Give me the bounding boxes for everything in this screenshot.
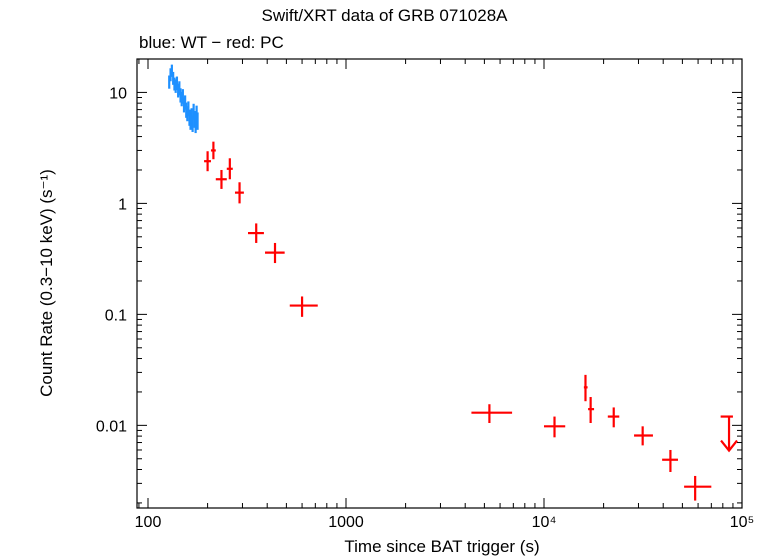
data-point: [607, 407, 620, 428]
y-axis-label: Count Rate (0.3−10 keV) (s⁻¹): [37, 169, 56, 397]
series-wt: [168, 64, 199, 134]
x-tick-label: 10⁴: [532, 514, 557, 531]
data-point: [196, 112, 199, 130]
x-tick-label: 100: [135, 514, 162, 531]
x-tick-label: 10⁵: [730, 514, 754, 531]
data-point: [175, 76, 179, 91]
data-point: [210, 141, 216, 160]
data-point: [543, 416, 566, 438]
data-point: [248, 223, 264, 243]
data-point: [178, 81, 181, 96]
data-point: [289, 296, 318, 317]
upper-limit-point: [720, 415, 738, 453]
plot-frame: [136, 58, 743, 509]
y-tick-label: 10: [109, 85, 127, 102]
data-point: [226, 158, 233, 180]
data-point: [184, 95, 187, 110]
y-tick-label: 1: [118, 196, 127, 213]
axis-ticks: 100 1000 10⁴ 10⁵ 0.01 0.1 1 10: [96, 58, 754, 531]
axes: [136, 58, 743, 509]
x-tick-label: 1000: [328, 514, 364, 531]
data-point: [170, 64, 173, 77]
chart-title: Swift/XRT data of GRB 071028A: [261, 6, 508, 25]
data-point: [662, 449, 678, 472]
data-point: [215, 169, 227, 189]
series-pc-upper-limit: [720, 415, 738, 453]
data-point: [168, 75, 171, 89]
data-point: [181, 89, 184, 104]
data-point: [583, 374, 588, 402]
data-point: [471, 404, 513, 423]
data-point: [684, 475, 712, 501]
data-point: [204, 151, 211, 172]
series-pc: [204, 141, 712, 501]
data-point: [588, 397, 595, 423]
data-points: [168, 64, 738, 501]
data-point: [265, 242, 285, 264]
data-point: [634, 426, 653, 446]
y-tick-label: 0.1: [105, 307, 127, 324]
upper-limit-arrowhead: [720, 439, 738, 453]
chart-subtitle: blue: WT − red: PC: [139, 33, 284, 52]
y-tick-label: 0.01: [96, 418, 127, 435]
x-axis-label: Time since BAT trigger (s): [344, 537, 539, 556]
data-point: [234, 182, 244, 204]
